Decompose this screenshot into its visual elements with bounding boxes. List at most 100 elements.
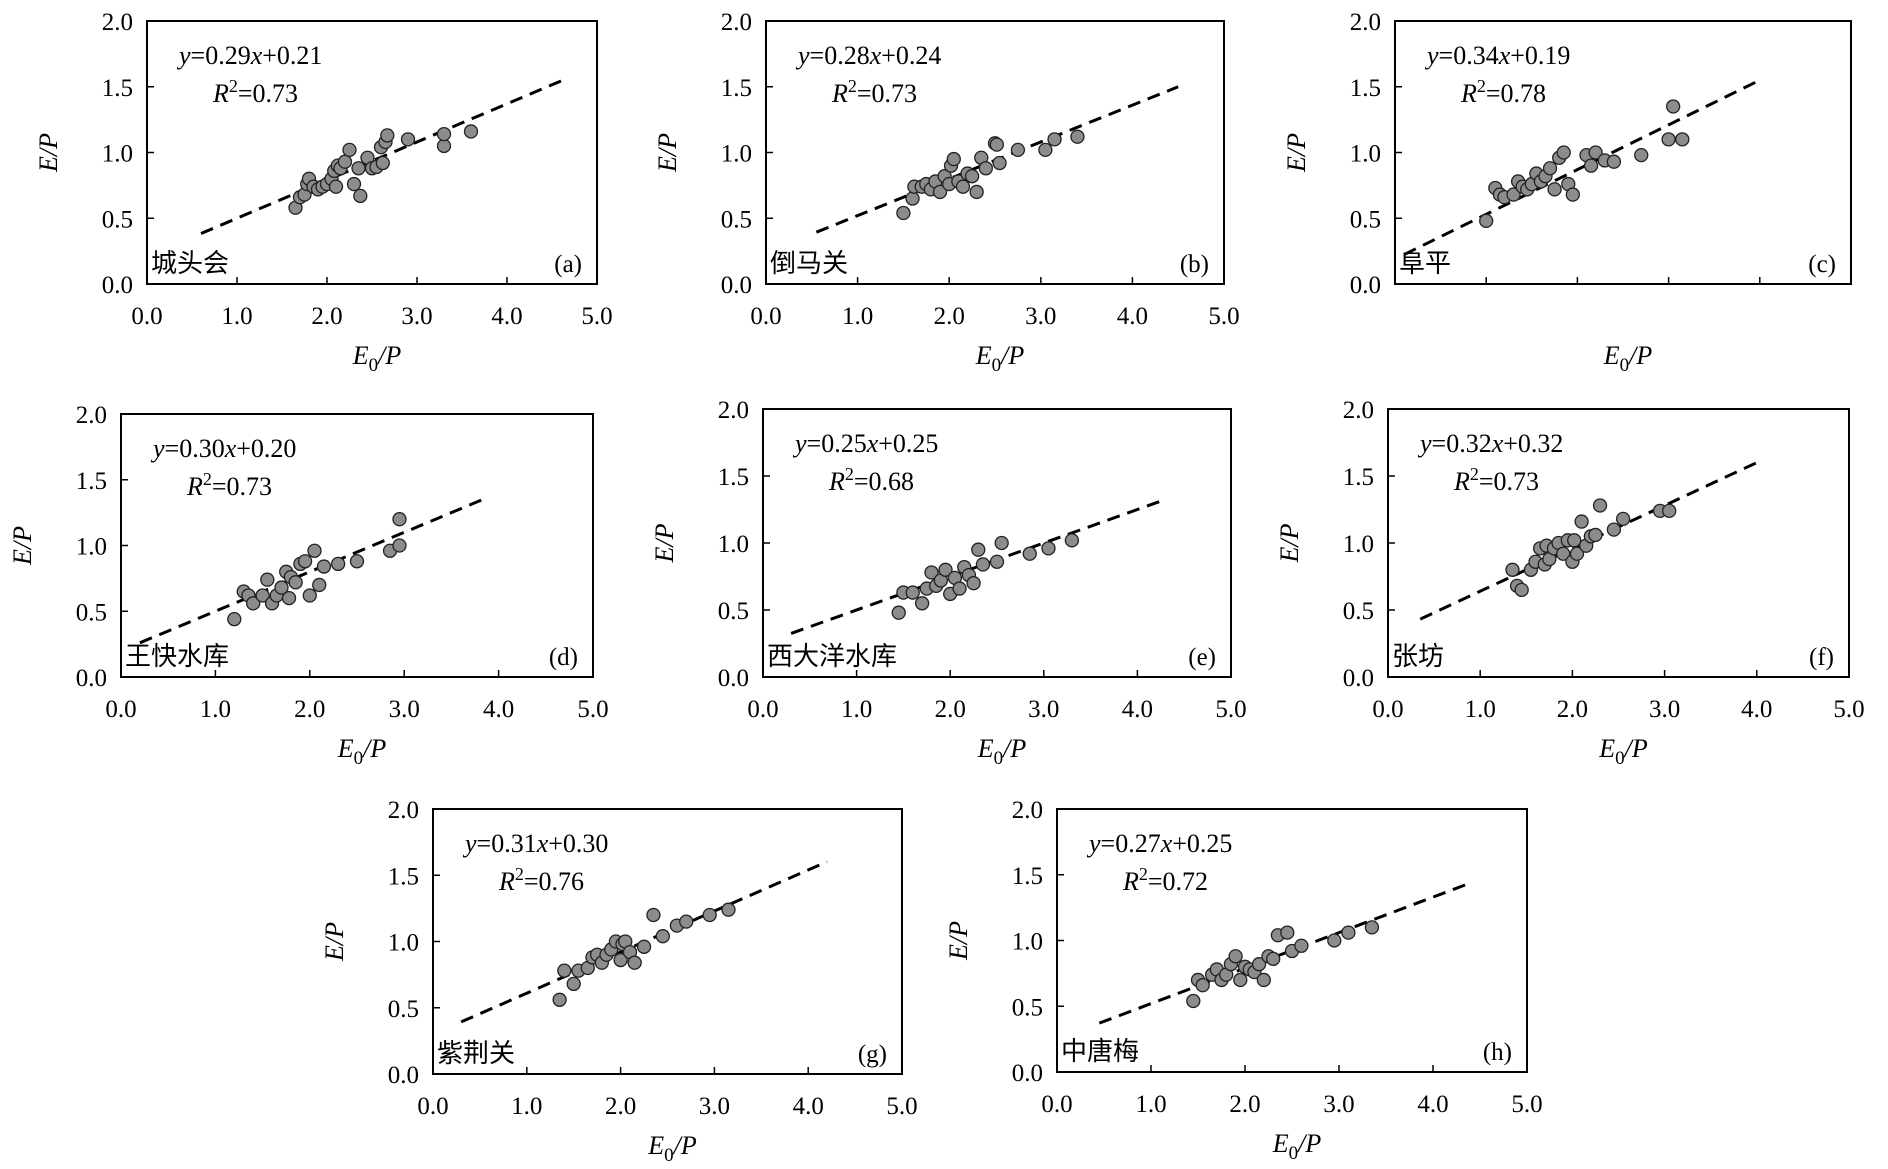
x-tick-label: 5.0	[1215, 696, 1246, 723]
data-point	[463, 124, 479, 139]
data-point	[905, 585, 920, 600]
x-axis-label: E0/P	[1272, 1129, 1322, 1164]
r-squared: R2=0.68	[828, 464, 914, 496]
regression-equation: y=0.25x+0.25	[792, 429, 938, 458]
x-tick-label: 1.0	[841, 696, 872, 723]
y-tick-label: 2.0	[718, 397, 749, 424]
r-squared: R2=0.73	[831, 76, 917, 108]
data-point	[702, 907, 717, 923]
data-point	[1615, 511, 1631, 527]
data-point	[1228, 949, 1243, 964]
x-axis-label: E0/P	[975, 341, 1025, 376]
y-tick-label: 0.0	[1343, 665, 1374, 692]
data-point	[994, 535, 1009, 551]
x-tick-label: 3.0	[699, 1093, 730, 1120]
panel-a: 0.0 0.5 1.0 1.5 2.0 0.0 1.0 2.0 3.0 4.0 5.0 y=0.29x…	[34, 9, 613, 376]
x-tick-label: 0.0	[131, 303, 162, 330]
r-squared: R2=0.72	[1122, 864, 1208, 896]
r-squared: R2=0.73	[186, 469, 272, 501]
data-point	[260, 572, 275, 587]
data-point	[1479, 213, 1494, 229]
y-axis-label: E/P	[8, 526, 37, 566]
data-point	[1574, 514, 1589, 529]
data-point	[1556, 546, 1571, 561]
data-point	[932, 184, 948, 200]
data-point	[969, 184, 984, 200]
data-point	[971, 542, 986, 557]
x-tick-label: 4.0	[483, 696, 514, 723]
y-tick-label: 0.0	[388, 1062, 419, 1089]
data-point	[1364, 920, 1380, 935]
x-tick-label: 3.0	[401, 303, 432, 330]
x-axis-label: E0/P	[647, 1131, 697, 1166]
data-point	[1556, 145, 1571, 160]
x-tick-label: 1.0	[511, 1093, 542, 1120]
y-tick-label: 1.5	[1012, 863, 1043, 890]
y-tick-label: 0.5	[1343, 598, 1374, 625]
panel-tag: (e)	[1188, 644, 1216, 671]
data-point	[436, 138, 452, 154]
data-point	[1606, 522, 1622, 537]
x-tick-label: 4.0	[491, 303, 522, 330]
y-tick-label: 2.0	[102, 9, 133, 36]
data-point	[1256, 972, 1271, 988]
data-point	[342, 142, 357, 158]
x-tick-label: 1.0	[842, 303, 873, 330]
data-point	[679, 914, 694, 929]
data-point	[436, 126, 452, 142]
x-tick-label: 0.0	[750, 303, 781, 330]
x-tick-label: 5.0	[1833, 696, 1864, 723]
y-tick-label: 1.0	[388, 930, 419, 957]
data-point	[566, 976, 581, 992]
y-tick-label: 2.0	[1350, 9, 1381, 36]
site-name: 阜平	[1399, 249, 1451, 279]
data-point	[1592, 498, 1608, 513]
data-point	[1505, 562, 1520, 577]
data-point	[955, 179, 971, 194]
data-point	[938, 562, 953, 577]
data-point	[552, 992, 567, 1007]
x-tick-label: 4.0	[793, 1093, 824, 1120]
data-point	[337, 154, 353, 169]
x-tick-label: 2.0	[605, 1093, 636, 1120]
y-tick-label: 2.0	[388, 797, 419, 824]
y-tick-label: 0.0	[718, 665, 749, 692]
panel-tag: (f)	[1809, 644, 1834, 671]
panel-b: 0.0 0.5 1.0 1.5 2.0 0.0 1.0 2.0 3.0 4.0 5.0 y=0.28x…	[653, 9, 1240, 376]
data-point	[1567, 533, 1582, 548]
data-point	[1565, 187, 1580, 202]
panel-f: 0.0 0.5 1.0 1.5 2.0 0.0 1.0 2.0 3.0 4.0 5.0 y=0.32x…	[1275, 397, 1865, 769]
data-point	[1588, 145, 1603, 160]
fit-line	[1403, 78, 1761, 256]
y-axis-label: E/P	[650, 523, 679, 563]
data-point	[297, 554, 313, 569]
x-tick-label: 0.0	[1041, 1091, 1072, 1118]
data-point	[1280, 925, 1295, 940]
y-tick-label: 0.0	[1350, 272, 1381, 299]
x-tick-label: 3.0	[1025, 303, 1056, 330]
y-tick-label: 1.0	[1343, 531, 1374, 558]
data-point	[281, 590, 297, 606]
y-tick-label: 0.0	[76, 665, 107, 692]
data-point	[978, 161, 993, 176]
data-point	[349, 554, 365, 569]
fit-line	[139, 497, 486, 645]
data-point	[246, 596, 261, 611]
y-tick-label: 2.0	[76, 402, 107, 429]
y-axis-label: E/P	[320, 922, 349, 962]
data-point	[1186, 993, 1201, 1009]
data-point	[316, 559, 332, 574]
data-point	[1666, 99, 1681, 114]
data-point	[1506, 187, 1521, 202]
panel-tag: (d)	[549, 644, 578, 671]
x-tick-label: 5.0	[581, 303, 612, 330]
data-point	[952, 581, 967, 596]
y-tick-label: 0.0	[102, 272, 133, 299]
site-name: 中唐梅	[1061, 1037, 1139, 1067]
data-point	[989, 137, 1004, 152]
y-tick-label: 1.5	[102, 75, 133, 102]
data-point	[924, 565, 939, 580]
regression-equation: y=0.30x+0.20	[150, 434, 296, 463]
panel-tag: (c)	[1808, 251, 1836, 278]
